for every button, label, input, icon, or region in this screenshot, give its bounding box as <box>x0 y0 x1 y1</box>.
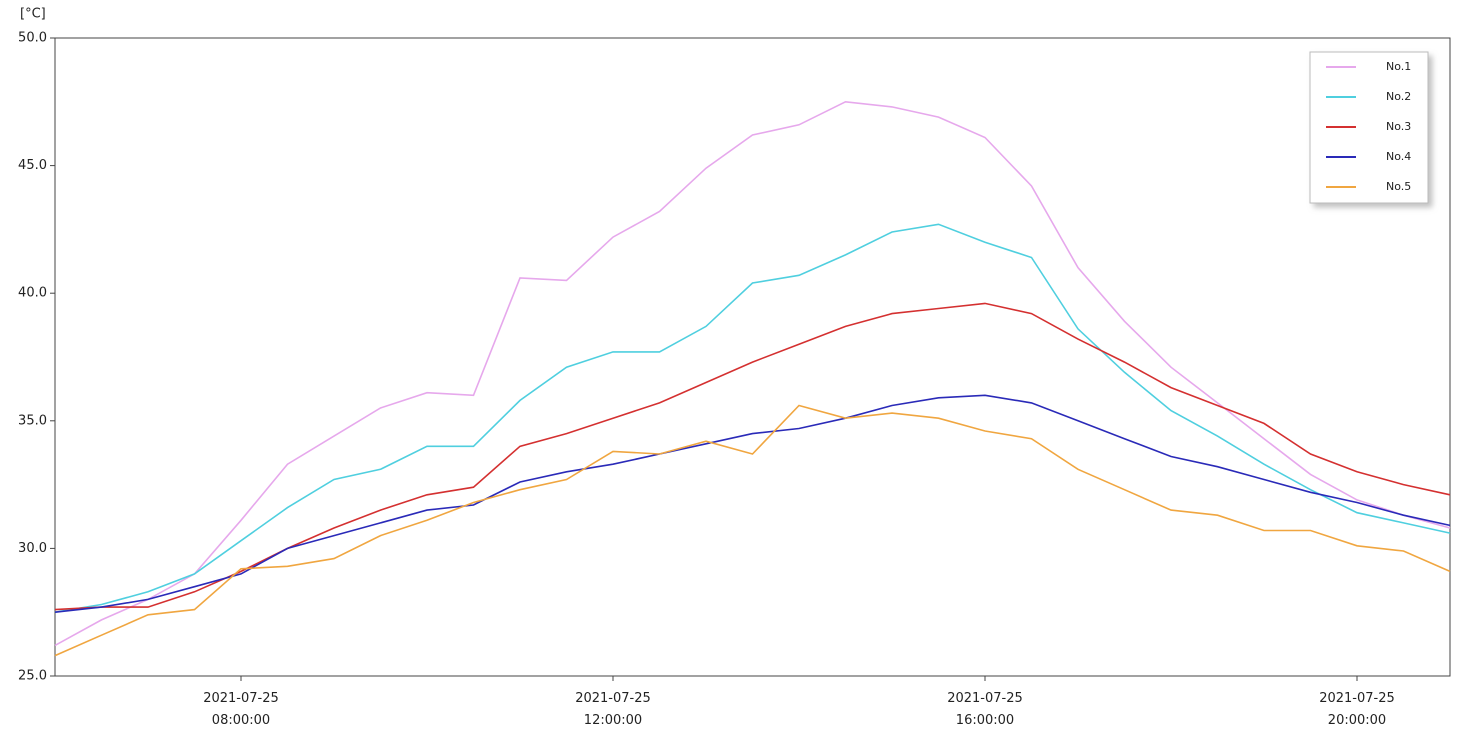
series-line <box>54 223 1451 613</box>
legend-label: No.2 <box>1386 90 1411 103</box>
legend-box <box>1309 51 1429 204</box>
y-axis-label: [°C] <box>20 7 46 22</box>
y-tick-label: 35.0 <box>18 413 47 428</box>
x-tick-label: 2021-07-25 12:00:00 <box>575 691 651 728</box>
y-tick-label: 40.0 <box>18 286 47 301</box>
legend-label: No.5 <box>1386 180 1411 193</box>
y-tick-label: 50.0 <box>18 31 47 46</box>
legend: No.1 No.2 No.3 No.4 No.5 <box>1309 51 1429 204</box>
plot-frame <box>54 37 1451 677</box>
y-tick-label: 30.0 <box>18 541 47 556</box>
legend-label: No.4 <box>1386 150 1411 163</box>
x-tick-label: 2021-07-25 08:00:00 <box>203 691 279 728</box>
x-tick-label: 2021-07-25 20:00:00 <box>1319 691 1395 728</box>
series-line <box>54 100 1451 647</box>
y-tick-label: 25.0 <box>18 669 47 684</box>
legend-label: No.1 <box>1386 60 1411 73</box>
y-tick-label: 45.0 <box>18 158 47 173</box>
legend-label: No.3 <box>1386 120 1411 133</box>
series-line <box>54 394 1451 613</box>
x-tick-label: 2021-07-25 16:00:00 <box>947 691 1023 728</box>
series-line <box>54 302 1451 611</box>
series-line <box>54 404 1451 657</box>
